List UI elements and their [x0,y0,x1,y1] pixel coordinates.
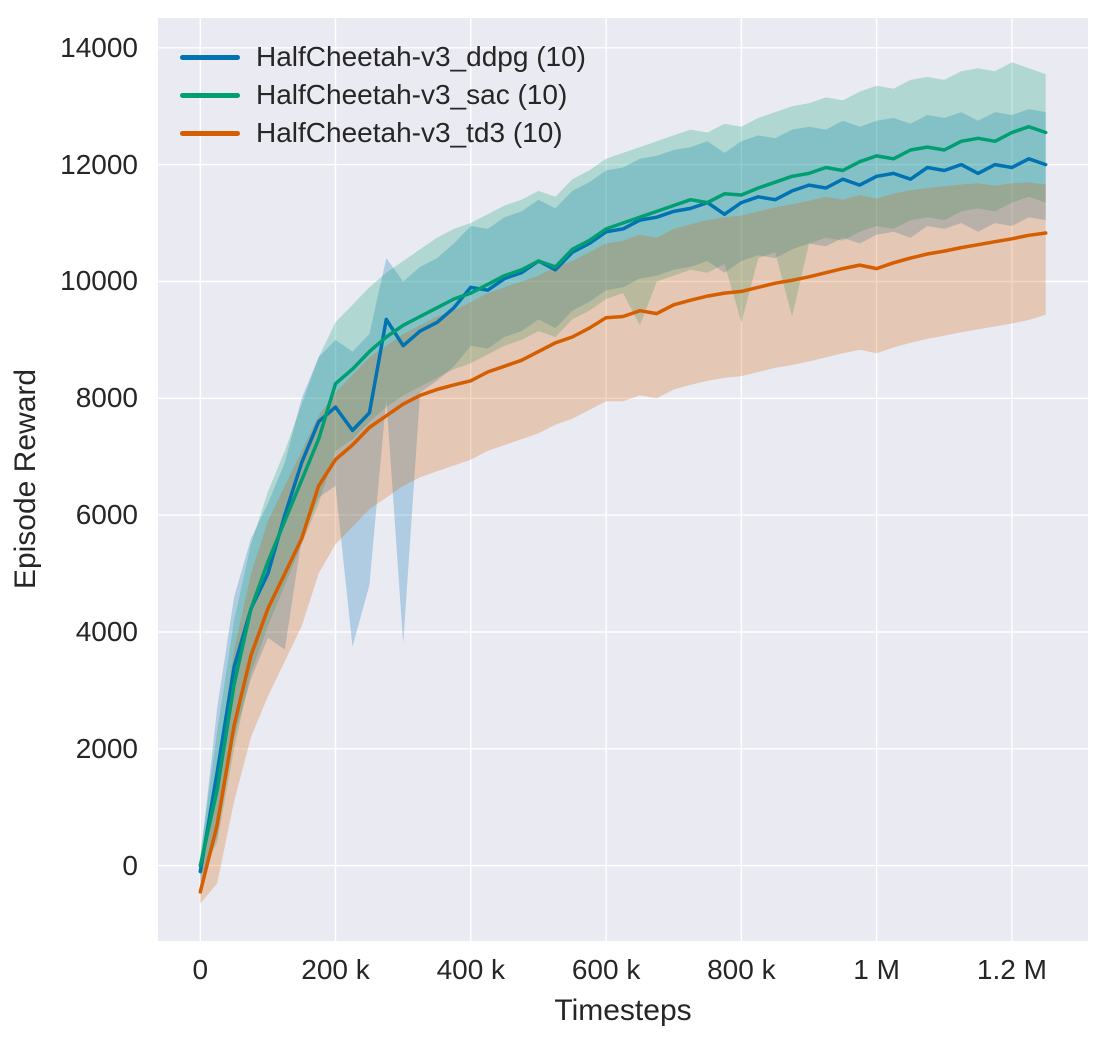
y-tick-label: 10000 [60,265,138,297]
line-3 [198,231,1048,894]
x-tick-label: 1.2 M [976,954,1047,985]
x-tick-label: 600 k [571,954,641,985]
y-tick-label: 0 [122,849,138,881]
x-tick-label: 400 k [436,954,506,985]
legend: HalfCheetah-v3_ddpg (10) HalfCheetah-v3_s… [180,38,586,152]
y-tick-label: 6000 [75,499,138,531]
plot-area: HalfCheetah-v3_ddpg (10) HalfCheetah-v3_s… [158,18,1088,941]
x-tick-label: 800 k [707,954,776,985]
x-tick-label: 0 [192,954,209,985]
legend-line-sample [180,130,240,136]
legend-item-1: HalfCheetah-v3_ddpg (10) [180,38,586,76]
y-tick-label: 8000 [75,382,138,414]
y-tick-label: 14000 [60,31,138,63]
x-axis-label: Timesteps [554,994,692,1027]
line-2 [198,124,1048,868]
y-tick-label: 2000 [75,732,138,764]
legend-item-3: HalfCheetah-v3_td3 (10) [180,114,586,152]
legend-item-2: HalfCheetah-v3_sac (10) [180,76,586,114]
band-1 [200,109,1046,884]
y-axis-label: Episode Reward [9,368,42,590]
legend-label: HalfCheetah-v3_sac (10) [256,79,568,110]
y-tick-label: 4000 [75,615,138,647]
plot-background [158,18,1088,941]
x-tick-label: 1 M [853,954,900,985]
band-3 [200,182,1046,904]
chart-canvas [158,18,1088,941]
y-tick-label: 12000 [60,148,138,180]
x-tick-label: 200 k [301,954,370,985]
band-2 [200,62,1046,878]
legend-label: HalfCheetah-v3_ddpg (10) [256,41,586,72]
legend-line-sample [180,54,240,60]
legend-label: HalfCheetah-v3_td3 (10) [256,117,563,148]
legend-line-sample [180,92,240,98]
line-1 [198,157,1048,874]
